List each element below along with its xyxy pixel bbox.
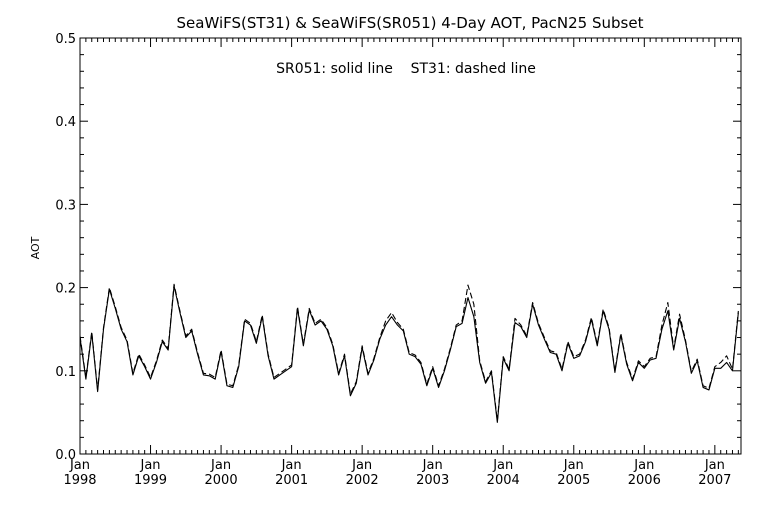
y-tick-label: 0.4 — [55, 115, 76, 130]
x-tick-label-month: Jan — [210, 458, 231, 473]
chart-title: SeaWiFS(ST31) & SeaWiFS(SR051) 4-Day AOT… — [177, 14, 644, 32]
y-tick-label: 0.5 — [55, 32, 76, 47]
x-tick-label-year: 2004 — [487, 473, 520, 488]
x-tick-label-year: 1999 — [134, 473, 167, 488]
y-axis: 0.0 0.1 0.2 0.3 0.4 0.5 — [55, 32, 741, 463]
plot-frame — [79, 37, 742, 455]
series-line-sr051 — [79, 285, 739, 423]
series-layer — [79, 283, 739, 423]
x-tick-label-year: 2002 — [346, 473, 379, 488]
y-tick-label: 0.0 — [55, 448, 76, 463]
y-axis-label: AOT — [29, 236, 42, 259]
y-tick-label: 0.2 — [55, 282, 76, 297]
x-tick-label-month: Jan — [140, 458, 161, 473]
x-tick-label-year: 2000 — [205, 473, 238, 488]
x-tick-label-year: 1998 — [63, 473, 96, 488]
x-tick-label-year: 2001 — [275, 473, 308, 488]
x-tick-label-month: Jan — [633, 458, 654, 473]
y-tick-label: 0.1 — [55, 365, 76, 380]
x-tick-label-month: Jan — [69, 458, 90, 473]
y-tick-label: 0.3 — [55, 198, 76, 213]
x-tick-label-year: 2006 — [628, 473, 661, 488]
x-tick-label-month: Jan — [704, 458, 725, 473]
x-axis: Jan1998Jan1999Jan2000Jan2001Jan2002Jan20… — [63, 38, 739, 488]
chart-annotation: SR051: solid line ST31: dashed line — [276, 61, 536, 77]
x-tick-label-month: Jan — [492, 458, 513, 473]
x-tick-label-month: Jan — [281, 458, 302, 473]
x-tick-label-year: 2007 — [698, 473, 731, 488]
x-tick-label-year: 2003 — [416, 473, 449, 488]
x-tick-label-year: 2005 — [557, 473, 590, 488]
x-tick-label-month: Jan — [351, 458, 372, 473]
x-tick-label-month: Jan — [563, 458, 584, 473]
x-tick-label-month: Jan — [422, 458, 443, 473]
